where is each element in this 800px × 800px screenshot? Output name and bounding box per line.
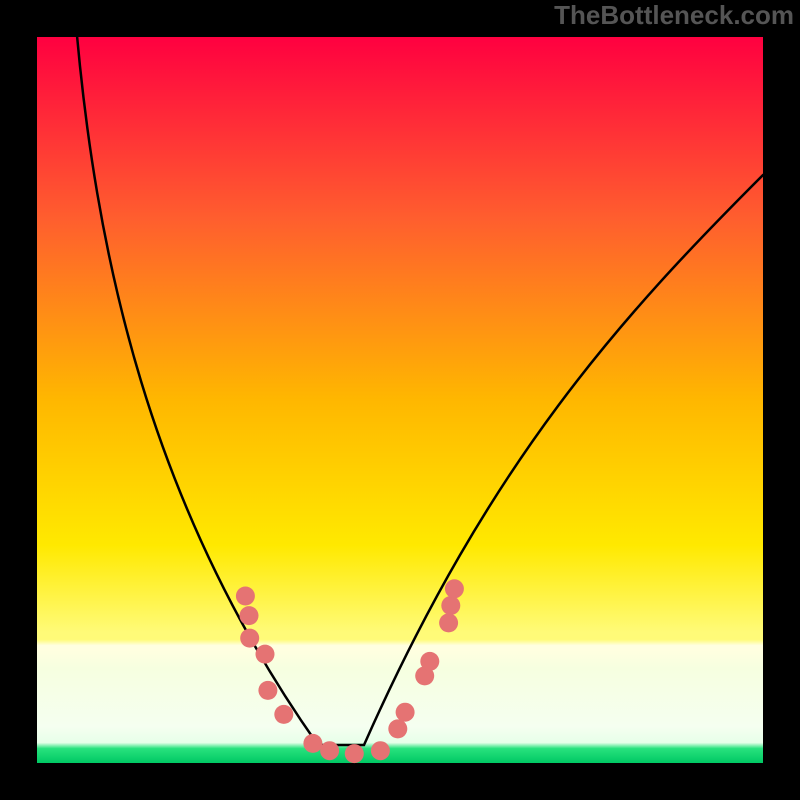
curve-marker	[320, 741, 339, 760]
chart-stage: TheBottleneck.com	[0, 0, 800, 800]
curve-marker	[371, 741, 390, 760]
curve-marker	[240, 629, 259, 648]
curve-marker	[420, 652, 439, 671]
curve-marker	[274, 705, 293, 724]
curve-marker	[439, 613, 458, 632]
curve-marker	[256, 645, 275, 664]
watermark-text: TheBottleneck.com	[554, 0, 794, 31]
curve-marker	[396, 703, 415, 722]
curve-marker	[445, 579, 464, 598]
curve-marker	[303, 734, 322, 753]
curve-marker	[240, 606, 259, 625]
bottleneck-curve	[74, 0, 763, 745]
curve-marker	[236, 587, 255, 606]
chart-overlay-svg	[0, 0, 800, 800]
curve-marker	[388, 719, 407, 738]
curve-marker	[441, 596, 460, 615]
curve-marker	[345, 744, 364, 763]
curve-marker	[258, 681, 277, 700]
